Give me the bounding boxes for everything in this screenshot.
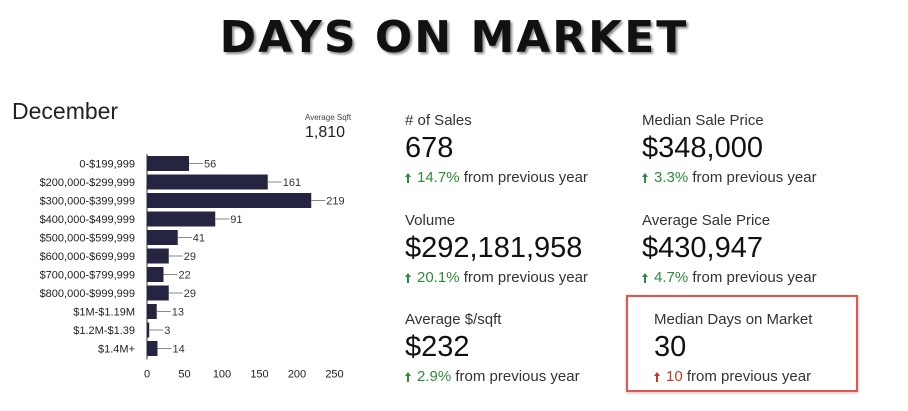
category-label: $700,000-$799,999 (40, 270, 135, 282)
stat-label: Average Sale Price (642, 212, 771, 229)
stat-median-price: Median Sale Price $348,000 3.3% from pre… (642, 112, 817, 186)
arrow-up-green-icon (405, 173, 411, 183)
stat-label: Median Sale Price (642, 112, 764, 129)
stat-sales: # of Sales 678 14.7% from previous year (405, 112, 588, 186)
x-tick-label: 100 (213, 369, 231, 381)
highlight-box (626, 295, 858, 392)
bar (147, 193, 312, 208)
stat-label: Average $/sqft (405, 311, 502, 328)
x-tick-label: 200 (288, 369, 306, 381)
category-label: $400,000-$499,999 (40, 214, 135, 226)
bar (147, 341, 158, 356)
bar (147, 211, 216, 227)
stat-change-suffix: from previous year (692, 169, 817, 186)
average-sqft-label: Average Sqft (305, 113, 352, 122)
data-label: 91 (230, 214, 242, 226)
arrow-up-green-icon (405, 372, 411, 382)
stat-change-suffix: from previous year (455, 368, 580, 385)
bar (147, 304, 157, 319)
x-tick-label: 250 (325, 369, 343, 381)
stat-change-suffix: from previous year (686, 368, 812, 385)
stat-change: 20.1% from previous year (405, 269, 588, 286)
month-title: December (12, 98, 119, 124)
data-label: 3 (164, 325, 170, 337)
data-label: 56 (204, 159, 216, 171)
stat-change-suffix: from previous year (692, 269, 817, 286)
stat-value: 30 (654, 331, 687, 363)
arrow-up-green-icon (642, 273, 648, 283)
page-banner: DAYS ON MARKET (219, 12, 689, 63)
average-sqft-value: 1,810 (305, 124, 346, 141)
stat-change: 14.7% from previous year (405, 169, 588, 186)
stat-change: 2.9% from previous year (405, 368, 580, 385)
stat-change-value: 3.3% (654, 169, 689, 186)
stat-median-days-on-market: Median Days on Market 30 10 from previou… (654, 311, 812, 385)
category-label: 0-$199,999 (79, 159, 135, 171)
data-label: 29 (184, 251, 196, 263)
data-label: 14 (173, 344, 185, 356)
data-label: 219 (326, 196, 344, 208)
arrow-up-green-icon (405, 273, 411, 283)
stat-change-value: 20.1% (417, 269, 460, 286)
x-tick-label: 50 (178, 369, 190, 381)
stat-volume: Volume $292,181,958 20.1% from previous … (405, 212, 588, 286)
category-label: $500,000-$599,999 (40, 233, 135, 245)
bar (147, 230, 178, 245)
arrow-up-green-icon (642, 173, 648, 183)
bar (147, 156, 189, 171)
category-label: $300,000-$399,999 (40, 196, 135, 208)
bar (147, 322, 150, 338)
stat-change-suffix: from previous year (463, 169, 588, 186)
stat-change: 3.3% from previous year (642, 169, 817, 186)
stat-label: Median Days on Market (654, 311, 813, 328)
stat-change-value: 14.7% (417, 169, 460, 186)
data-label: 13 (172, 307, 184, 319)
stat-value: $348,000 (642, 132, 763, 164)
stat-average-price-per-sqft: Average $/sqft $232 2.9% from previous y… (405, 311, 580, 385)
category-label: $1.2M-$1.39 (73, 325, 135, 337)
stat-average-price: Average Sale Price $430,947 4.7% from pr… (642, 212, 817, 286)
category-label: $600,000-$699,999 (40, 251, 135, 263)
stat-change-value: 4.7% (654, 269, 689, 286)
category-label: $800,000-$999,999 (40, 288, 135, 300)
data-label: 29 (184, 288, 196, 300)
stat-value: $232 (405, 331, 470, 363)
arrow-up-red-icon (654, 372, 660, 382)
stat-value: 678 (405, 132, 454, 164)
x-tick-label: 150 (250, 369, 268, 381)
bar (147, 174, 268, 190)
stat-change-value: 10 (666, 368, 683, 385)
category-label: $1.4M+ (98, 344, 135, 356)
stat-label: # of Sales (405, 112, 472, 129)
stat-value: $430,947 (642, 232, 763, 264)
stat-change-suffix: from previous year (463, 269, 588, 286)
stat-label: Volume (405, 212, 456, 229)
bar (147, 248, 169, 264)
data-label: 41 (193, 233, 205, 245)
data-label: 22 (179, 270, 191, 282)
x-tick-label: 0 (144, 369, 150, 381)
bar (147, 285, 169, 301)
stat-change-value: 2.9% (417, 368, 452, 385)
price-range-bar-chart: 0-$199,999 56 $200,000-$299,999 161 $300,000… (40, 154, 345, 381)
category-label: $200,000-$299,999 (40, 177, 135, 189)
stat-value: $292,181,958 (405, 232, 583, 264)
stat-change: 10 from previous year (654, 368, 812, 385)
bar (147, 267, 164, 282)
data-label: 161 (283, 177, 301, 189)
category-label: $1M-$1.19M (73, 307, 135, 319)
stat-change: 4.7% from previous year (642, 269, 817, 286)
